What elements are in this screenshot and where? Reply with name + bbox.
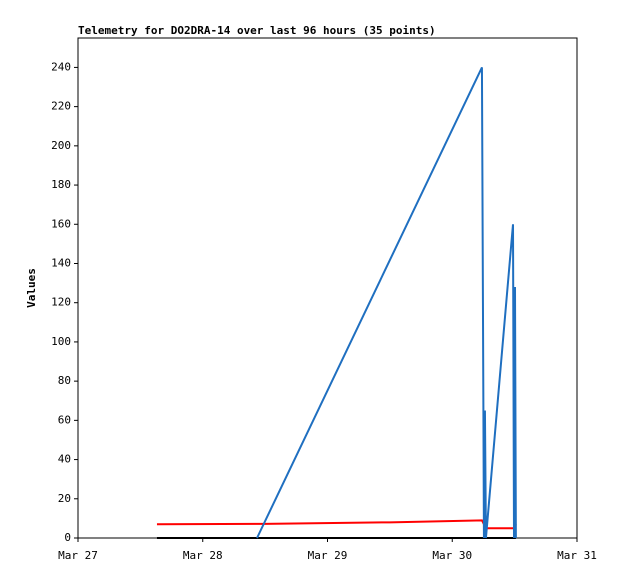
y-tick-label: 160 [51, 217, 71, 230]
y-tick-label: 100 [51, 335, 71, 348]
y-tick-label: 20 [58, 492, 71, 505]
y-tick-label: 200 [51, 139, 71, 152]
data-line [156, 519, 517, 530]
y-tick-label: 80 [58, 374, 71, 387]
y-tick-label: 0 [64, 531, 71, 544]
y-axis-label: Values [25, 268, 38, 308]
x-tick-label: Mar 29 [308, 549, 348, 562]
x-tick-label: Mar 27 [58, 549, 98, 562]
chart-title: Telemetry for DO2DRA-14 over last 96 hou… [78, 24, 436, 37]
x-tick-label: Mar 30 [432, 549, 472, 562]
y-tick-label: 60 [58, 413, 71, 426]
data-line [256, 66, 517, 539]
y-tick-label: 120 [51, 296, 71, 309]
y-tick-label: 40 [58, 453, 71, 466]
y-tick-label: 240 [51, 60, 71, 73]
x-tick-label: Mar 28 [183, 549, 223, 562]
x-tick-label: Mar 31 [557, 549, 597, 562]
y-tick-label: 140 [51, 256, 71, 269]
y-tick-label: 180 [51, 178, 71, 191]
plot-frame [77, 37, 578, 539]
y-tick-label: 220 [51, 100, 71, 113]
